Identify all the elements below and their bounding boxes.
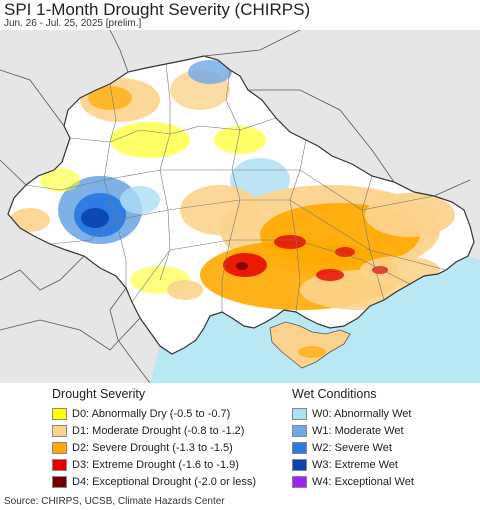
legend-label-w0: W0: Abnormally Wet — [312, 407, 412, 420]
legend-swatch-w1 — [292, 424, 307, 437]
drought-legend-heading: Drought Severity — [52, 387, 146, 401]
legend-label-d4: D4: Exceptional Drought (-2.0 or less) — [72, 475, 257, 488]
legend-swatch-w4 — [292, 475, 307, 488]
legend-item-w0: W0: Abnormally Wet — [292, 405, 414, 422]
wet-legend-heading: Wet Conditions — [292, 387, 377, 401]
legend-label-w2: W2: Severe Wet — [312, 441, 392, 454]
crimea-drought-patch — [298, 346, 326, 358]
legend-swatch-w3 — [292, 458, 307, 471]
legend-swatch-d4 — [52, 475, 67, 488]
legend-label-d2: D2: Severe Drought (-1.3 to -1.5) — [72, 441, 233, 454]
legend-item-d0: D0: Abnormally Dry (-0.5 to -0.7) — [52, 405, 256, 422]
map-title: SPI 1-Month Drought Severity (CHIRPS) — [4, 0, 311, 19]
legend-swatch-w2 — [292, 441, 307, 454]
ukraine-border — [7, 55, 475, 355]
drought-map — [0, 30, 480, 383]
legend-item-d3: D3: Extreme Drought (-1.6 to -1.9) — [52, 456, 256, 473]
legend-item-w2: W2: Severe Wet — [292, 439, 414, 456]
legend-item-d1: D1: Moderate Drought (-0.8 to -1.2) — [52, 422, 256, 439]
drought-legend: Drought Severity D0: Abnormally Dry (-0.… — [52, 384, 256, 490]
source-credit: Source: CHIRPS, UCSB, Climate Hazards Ce… — [4, 496, 225, 507]
legend-item-d2: D2: Severe Drought (-1.3 to -1.5) — [52, 439, 256, 456]
legend-swatch-d1 — [52, 424, 67, 437]
legend-swatch-d3 — [52, 458, 67, 471]
wet-legend: Wet Conditions W0: Abnormally Wet W1: Mo… — [292, 384, 414, 490]
legend-label-d3: D3: Extreme Drought (-1.6 to -1.9) — [72, 458, 239, 471]
crimea — [269, 321, 351, 369]
legend-item-d4: D4: Exceptional Drought (-2.0 or less) — [52, 473, 256, 490]
black-sea — [150, 256, 480, 383]
map-subtitle: Jun. 26 - Jul. 25, 2025 [prelim.] — [4, 18, 142, 29]
legend-label-d0: D0: Abnormally Dry (-0.5 to -0.7) — [72, 407, 231, 420]
legend-swatch-d2 — [52, 441, 67, 454]
legend-swatch-w0 — [292, 407, 307, 420]
legend-label-w3: W3: Extreme Wet — [312, 458, 398, 471]
legend-item-w3: W3: Extreme Wet — [292, 456, 414, 473]
legend-swatch-d0 — [52, 407, 67, 420]
legend-label-d1: D1: Moderate Drought (-0.8 to -1.2) — [72, 424, 245, 437]
neighbor-borders — [0, 30, 471, 383]
map-canvas — [0, 30, 480, 383]
legend-label-w1: W1: Moderate Wet — [312, 424, 404, 437]
severity-patches — [10, 60, 455, 310]
legend: Drought Severity D0: Abnormally Dry (-0.… — [0, 384, 480, 492]
legend-item-w4: W4: Exceptional Wet — [292, 473, 414, 490]
legend-label-w4: W4: Exceptional Wet — [312, 475, 414, 488]
legend-item-w1: W1: Moderate Wet — [292, 422, 414, 439]
oblast-borders — [25, 63, 447, 313]
